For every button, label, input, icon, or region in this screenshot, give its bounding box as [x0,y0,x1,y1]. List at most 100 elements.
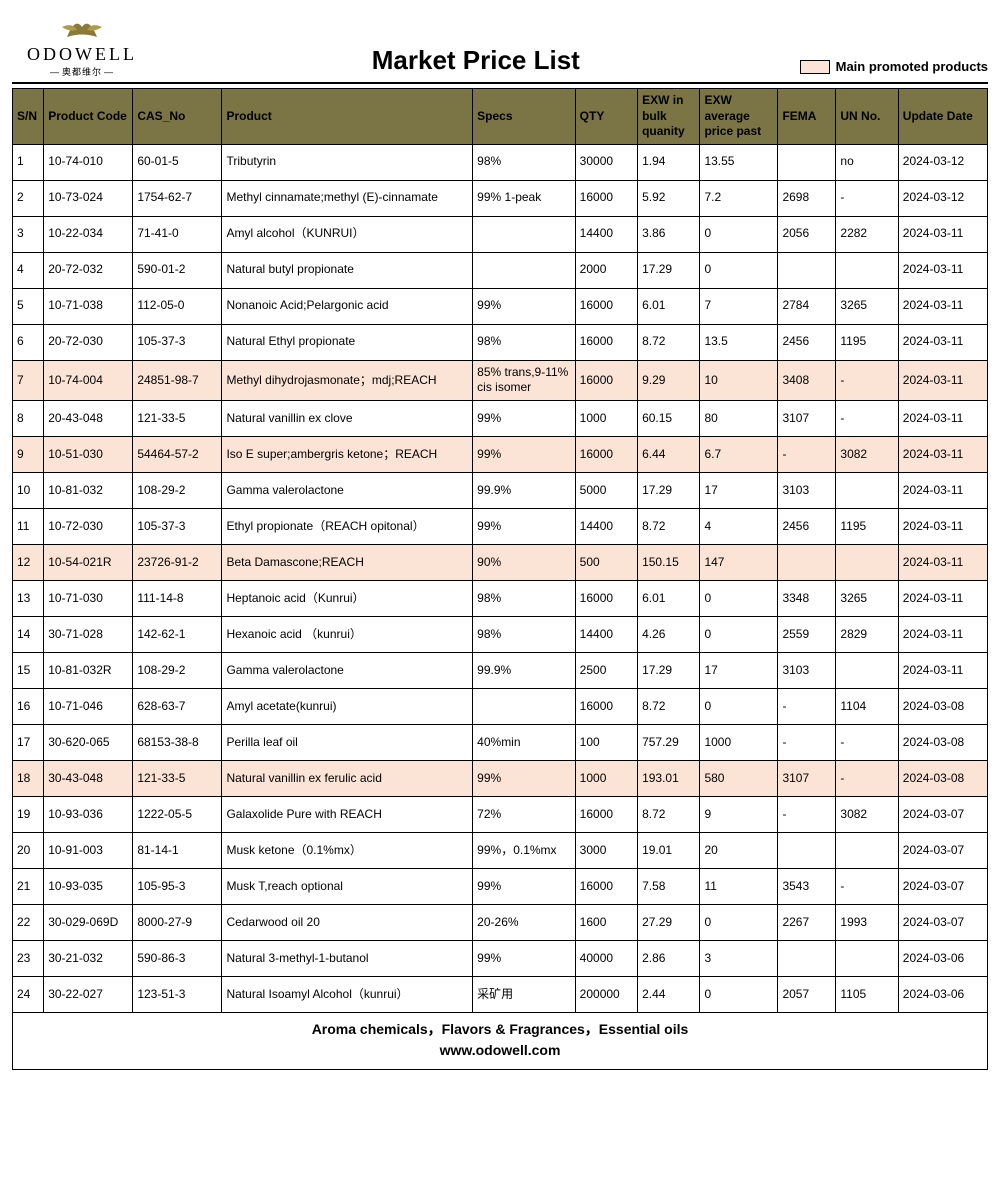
cell-product: Natural butyl propionate [222,252,473,288]
cell-product: Musk ketone（0.1%mx） [222,832,473,868]
cell-code: 10-93-035 [44,868,133,904]
cell-date: 2024-03-11 [898,580,987,616]
cell-fema: 2456 [778,508,836,544]
cell-specs: 98% [473,616,576,652]
cell-sn: 9 [13,436,44,472]
col-code: Product Code [44,89,133,145]
cell-un [836,940,898,976]
cell-qty: 14400 [575,508,637,544]
cell-bulk: 6.01 [638,580,700,616]
cell-date: 2024-03-12 [898,180,987,216]
table-row: 1010-81-032108-29-2Gamma valerolactone99… [13,472,988,508]
cell-date: 2024-03-11 [898,360,987,400]
cell-date: 2024-03-12 [898,144,987,180]
cell-date: 2024-03-11 [898,508,987,544]
cell-fema: 3543 [778,868,836,904]
cell-specs: 99% [473,400,576,436]
cell-product: Natural 3-methyl-1-butanol [222,940,473,976]
cell-sn: 8 [13,400,44,436]
cell-fema: 2698 [778,180,836,216]
cell-code: 10-22-034 [44,216,133,252]
cell-cas: 590-01-2 [133,252,222,288]
cell-qty: 2000 [575,252,637,288]
cell-product: Natural vanillin ex ferulic acid [222,760,473,796]
table-row: 820-43-048121-33-5Natural vanillin ex cl… [13,400,988,436]
cell-un [836,252,898,288]
cell-product: Methyl dihydrojasmonate；mdj;REACH [222,360,473,400]
cell-qty: 16000 [575,436,637,472]
cell-sn: 23 [13,940,44,976]
cell-un [836,832,898,868]
cell-product: Ethyl propionate（REACH opitonal） [222,508,473,544]
cell-avg: 0 [700,616,778,652]
cell-bulk: 19.01 [638,832,700,868]
table-row: 1110-72-030105-37-3Ethyl propionate（REAC… [13,508,988,544]
cell-qty: 16000 [575,688,637,724]
cell-product: Amyl alcohol（KUNRUI） [222,216,473,252]
cell-fema: 3348 [778,580,836,616]
brand-subtitle: 奥都维尔 [48,65,116,78]
cell-fema: 3408 [778,360,836,400]
cell-bulk: 6.44 [638,436,700,472]
cell-cas: 81-14-1 [133,832,222,868]
cell-code: 10-51-030 [44,436,133,472]
cell-fema [778,544,836,580]
cell-avg: 13.5 [700,324,778,360]
cell-fema: 2559 [778,616,836,652]
cell-product: Gamma valerolactone [222,652,473,688]
cell-specs [473,216,576,252]
cell-date: 2024-03-07 [898,796,987,832]
table-row: 310-22-03471-41-0Amyl alcohol（KUNRUI）144… [13,216,988,252]
cell-sn: 17 [13,724,44,760]
cell-cas: 105-37-3 [133,508,222,544]
cell-avg: 17 [700,472,778,508]
cell-product: Perilla leaf oil [222,724,473,760]
cell-product: Hexanoic acid （kunrui） [222,616,473,652]
cell-sn: 18 [13,760,44,796]
cell-cas: 112-05-0 [133,288,222,324]
cell-sn: 7 [13,360,44,400]
cell-qty: 1000 [575,400,637,436]
cell-date: 2024-03-11 [898,652,987,688]
cell-cas: 71-41-0 [133,216,222,252]
cell-avg: 0 [700,216,778,252]
cell-sn: 6 [13,324,44,360]
cell-bulk: 17.29 [638,252,700,288]
cell-bulk: 8.72 [638,324,700,360]
cell-bulk: 3.86 [638,216,700,252]
cell-qty: 1600 [575,904,637,940]
cell-product: Gamma valerolactone [222,472,473,508]
cell-specs: 99% [473,436,576,472]
cell-product: Tributyrin [222,144,473,180]
cell-avg: 7 [700,288,778,324]
cell-qty: 5000 [575,472,637,508]
cell-sn: 2 [13,180,44,216]
cell-date: 2024-03-11 [898,288,987,324]
table-row: 1730-620-06568153-38-8Perilla leaf oil40… [13,724,988,760]
cell-un: no [836,144,898,180]
cell-specs: 99% [473,760,576,796]
cell-code: 10-71-038 [44,288,133,324]
table-row: 710-74-00424851-98-7Methyl dihydrojasmon… [13,360,988,400]
logo-icon [57,12,107,42]
cell-bulk: 5.92 [638,180,700,216]
cell-avg: 0 [700,580,778,616]
table-row: 1830-43-048121-33-5Natural vanillin ex f… [13,760,988,796]
cell-un: 3265 [836,580,898,616]
cell-code: 30-029-069D [44,904,133,940]
cell-fema: 2784 [778,288,836,324]
cell-code: 30-620-065 [44,724,133,760]
cell-qty: 200000 [575,976,637,1012]
cell-fema [778,252,836,288]
cell-avg: 9 [700,796,778,832]
table-row: 2330-21-032590-86-3Natural 3-methyl-1-bu… [13,940,988,976]
cell-date: 2024-03-11 [898,216,987,252]
cell-cas: 123-51-3 [133,976,222,1012]
cell-product: Natural Ethyl propionate [222,324,473,360]
cell-code: 20-43-048 [44,400,133,436]
cell-specs: 98% [473,324,576,360]
cell-bulk: 4.26 [638,616,700,652]
col-bulk: EXW in bulk quanity [638,89,700,145]
cell-un: 1104 [836,688,898,724]
cell-cas: 105-37-3 [133,324,222,360]
